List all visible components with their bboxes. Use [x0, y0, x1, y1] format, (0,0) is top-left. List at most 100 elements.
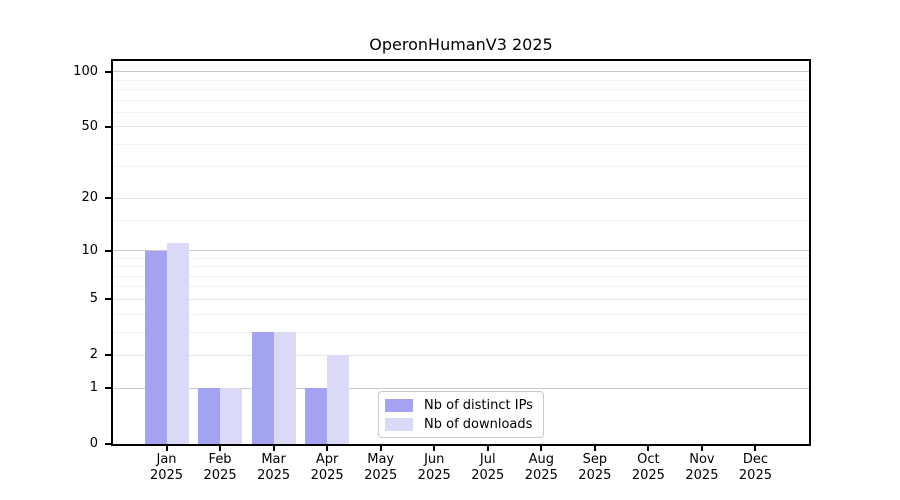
x-tick-mark-jan [165, 446, 168, 451]
x-tick-mark-jun [433, 446, 436, 451]
y-tick-label-10: 10 [81, 242, 98, 258]
y-tick-mark-5 [105, 298, 111, 301]
gridline-y-100 [113, 71, 809, 73]
x-tick-year-oct: 2025 [631, 468, 665, 483]
y-tick-label-100: 100 [73, 63, 98, 79]
gridline-y-5 [113, 298, 809, 300]
gridline-y-minor-70 [113, 99, 809, 101]
x-tick-month-aug: Aug [528, 452, 554, 467]
gridline-y-minor-80 [113, 88, 809, 90]
x-tick-month-jul: Jul [479, 452, 496, 467]
gridline-y-1 [113, 387, 809, 389]
y-tick-label-5: 5 [89, 291, 98, 307]
gridline-y-minor-90 [113, 79, 809, 81]
x-tick-year-nov: 2025 [685, 468, 719, 483]
y-tick-mark-100 [105, 70, 111, 73]
x-tick-mark-may [379, 446, 382, 451]
x-tick-mark-dec [754, 446, 757, 451]
bar-nb-of-distinct-ips-apr [305, 388, 328, 444]
x-tick-label-oct: Oct 2025 [618, 452, 678, 484]
x-tick-month-jan: Jan [156, 452, 177, 467]
y-tick-mark-1 [105, 387, 111, 390]
x-tick-label-nov: Nov 2025 [672, 452, 732, 484]
x-tick-year-apr: 2025 [310, 468, 344, 483]
x-tick-mark-nov [700, 446, 703, 451]
x-tick-mark-jul [486, 446, 489, 451]
x-tick-mark-apr [326, 446, 329, 451]
x-tick-month-dec: Dec [742, 452, 769, 467]
legend: Nb of distinct IPs Nb of downloads [378, 391, 544, 438]
legend-swatch-downloads [385, 417, 413, 431]
x-tick-mark-aug [540, 446, 543, 451]
bar-nb-of-distinct-ips-jan [144, 250, 167, 444]
y-tick-mark-10 [105, 249, 111, 252]
legend-label-downloads: Nb of downloads [424, 416, 533, 432]
x-tick-month-sep: Sep [582, 452, 608, 467]
bar-nb-of-downloads-jan [166, 243, 189, 444]
bar-nb-of-distinct-ips-mar [251, 332, 274, 444]
y-tick-label-0: 0 [89, 436, 98, 451]
y-tick-label-1: 1 [89, 380, 98, 396]
x-tick-mark-oct [647, 446, 650, 451]
x-tick-year-aug: 2025 [524, 468, 558, 483]
y-tick-mark-50 [105, 125, 111, 128]
x-tick-label-dec: Dec 2025 [725, 452, 785, 484]
x-tick-month-oct: Oct [637, 452, 660, 467]
x-tick-year-dec: 2025 [738, 468, 772, 483]
gridline-y-minor-3 [113, 331, 809, 333]
gridline-y-minor-30 [113, 166, 809, 168]
gridline-y-minor-9 [113, 257, 809, 259]
bar-nb-of-distinct-ips-feb [198, 388, 221, 444]
gridline-y-minor-6 [113, 286, 809, 288]
y-tick-label-20: 20 [81, 190, 98, 206]
x-tick-year-jun: 2025 [417, 468, 451, 483]
x-tick-month-feb: Feb [208, 452, 232, 467]
x-tick-mark-feb [219, 446, 222, 451]
plot-area [111, 59, 811, 446]
gridline-y-minor-15 [113, 219, 809, 221]
x-tick-label-jul: Jul 2025 [458, 452, 518, 484]
x-tick-label-jun: Jun 2025 [404, 452, 464, 484]
x-tick-month-jun: Jun [424, 452, 445, 467]
x-tick-year-jul: 2025 [471, 468, 505, 483]
x-tick-year-jan: 2025 [149, 468, 184, 483]
bar-nb-of-downloads-mar [273, 332, 296, 444]
x-tick-label-feb: Feb 2025 [190, 452, 250, 484]
x-tick-year-feb: 2025 [203, 468, 237, 483]
legend-item-distinct-ips: Nb of distinct IPs [385, 398, 543, 413]
x-tick-mark-sep [593, 446, 596, 451]
gridline-y-50 [113, 126, 809, 128]
x-tick-mark-mar [272, 446, 275, 451]
x-tick-year-may: 2025 [364, 468, 398, 483]
y-tick-mark-2 [105, 354, 111, 357]
legend-swatch-distinct-ips [385, 398, 413, 412]
x-tick-month-apr: Apr [315, 452, 339, 467]
y-tick-label-2: 2 [89, 347, 98, 363]
x-tick-month-mar: Mar [261, 452, 286, 467]
x-tick-label-sep: Sep 2025 [565, 452, 625, 484]
y-tick-mark-0 [105, 443, 111, 445]
bar-nb-of-downloads-feb [220, 388, 243, 444]
x-tick-month-may: May [367, 452, 395, 467]
x-tick-label-apr: Apr 2025 [297, 452, 357, 484]
gridline-y-10 [113, 250, 809, 251]
y-tick-mark-20 [105, 197, 111, 200]
gridline-y-minor-7 [113, 275, 809, 277]
gridline-y-minor-40 [113, 143, 809, 145]
legend-item-downloads: Nb of downloads [385, 417, 543, 432]
gridline-y-2 [113, 354, 809, 356]
gridline-y-minor-4 [113, 313, 809, 315]
x-tick-label-may: May 2025 [351, 452, 411, 484]
chart-title: OperonHumanV3 2025 [369, 35, 553, 54]
x-tick-year-sep: 2025 [578, 468, 612, 483]
x-tick-month-nov: Nov [689, 452, 715, 467]
gridline-y-20 [113, 197, 809, 199]
y-tick-label-50: 50 [81, 118, 98, 134]
legend-label-distinct-ips: Nb of distinct IPs [424, 397, 533, 413]
gridline-y-minor-8 [113, 266, 809, 268]
x-tick-label-jan: Jan 2025 [137, 452, 197, 484]
bar-nb-of-downloads-apr [327, 355, 350, 444]
gridline-y-minor-60 [113, 111, 809, 113]
x-tick-label-aug: Aug 2025 [511, 452, 571, 484]
